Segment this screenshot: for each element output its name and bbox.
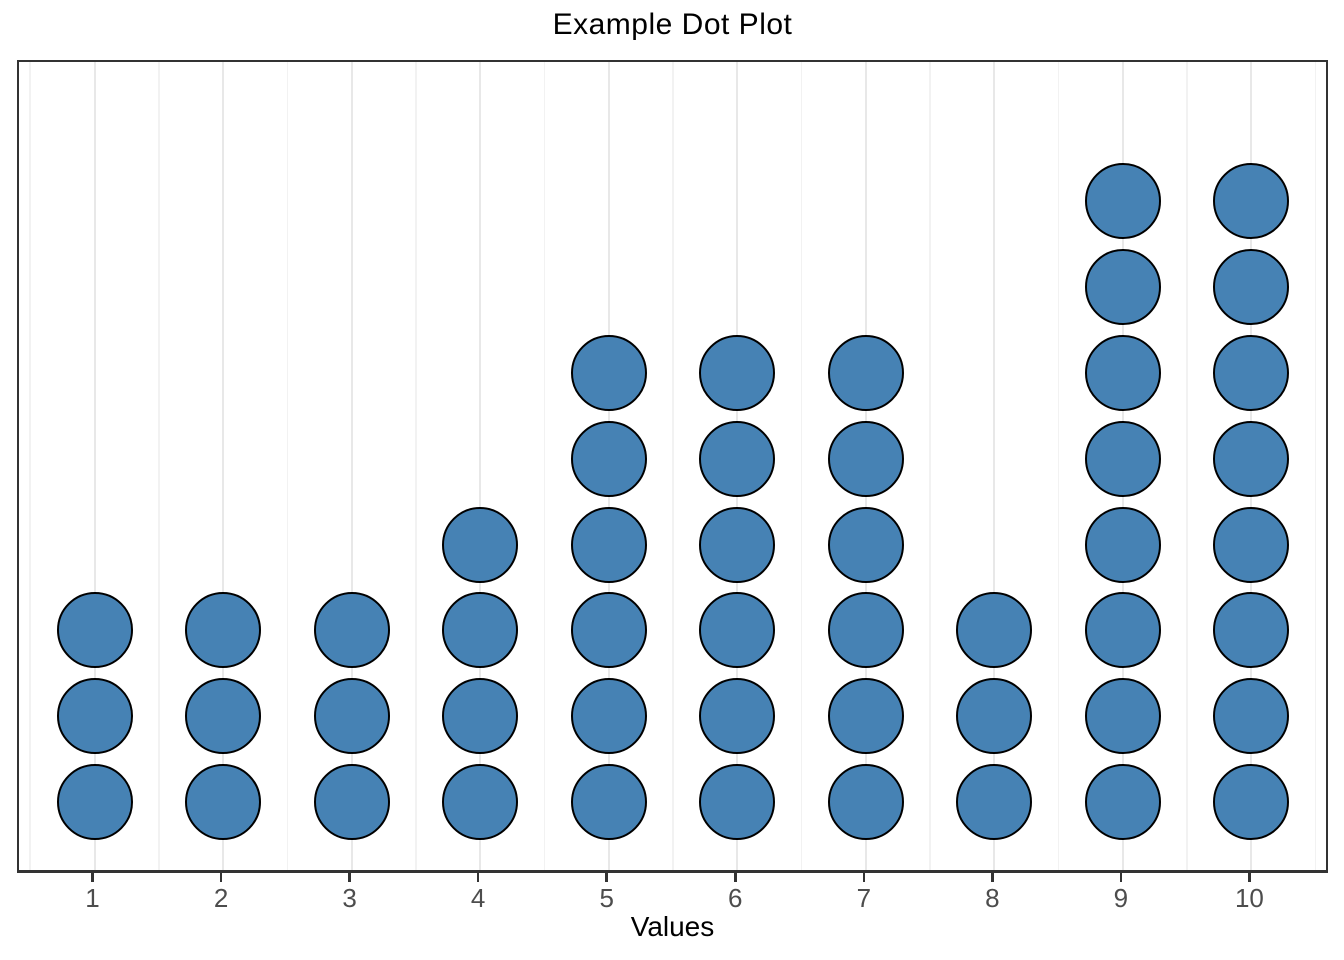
data-dot-x6-row2 bbox=[699, 678, 776, 755]
data-dot-x10-row6 bbox=[1213, 335, 1290, 411]
data-dot-x3-row2 bbox=[313, 678, 390, 755]
data-dot-x5-row4 bbox=[570, 506, 647, 583]
x-axis-tick-4 bbox=[476, 873, 480, 882]
data-dot-x8-row2 bbox=[956, 678, 1033, 755]
x-axis-tick-5 bbox=[605, 873, 608, 882]
gridline-minor bbox=[286, 62, 289, 870]
gridline-major bbox=[222, 62, 225, 870]
x-axis-tick-1 bbox=[91, 873, 94, 882]
data-dot-x7-row2 bbox=[827, 678, 904, 755]
gridline-minor bbox=[29, 62, 31, 870]
x-axis-tick-9 bbox=[1119, 873, 1123, 882]
gridline-minor bbox=[158, 62, 160, 870]
data-dot-x4-row1 bbox=[442, 764, 519, 840]
data-dot-x2-row1 bbox=[185, 764, 262, 840]
gridline-major bbox=[993, 62, 996, 870]
data-dot-x9-row6 bbox=[1084, 335, 1161, 411]
x-axis-tick-2 bbox=[219, 873, 223, 882]
gridline-minor bbox=[800, 62, 803, 870]
gridline-minor bbox=[415, 62, 417, 870]
data-dot-x7-row6 bbox=[827, 335, 904, 411]
data-dot-x9-row4 bbox=[1084, 506, 1161, 583]
x-axis-tick-7 bbox=[862, 873, 866, 882]
x-axis-tick-label-6: 6 bbox=[728, 883, 743, 913]
data-dot-x10-row7 bbox=[1213, 249, 1290, 326]
gridline-minor bbox=[1057, 62, 1060, 870]
data-dot-x5-row3 bbox=[570, 592, 647, 669]
plot-panel bbox=[17, 60, 1328, 873]
data-dot-x1-row3 bbox=[56, 592, 133, 669]
data-dot-x5-row6 bbox=[570, 335, 647, 411]
data-dot-x1-row1 bbox=[56, 764, 133, 840]
data-dot-x8-row3 bbox=[956, 592, 1033, 669]
x-axis-tick-label-8: 8 bbox=[985, 883, 1000, 913]
chart-title: Example Dot Plot bbox=[552, 8, 793, 41]
data-dot-x6-row1 bbox=[699, 764, 776, 840]
x-axis-tick-label-1: 1 bbox=[85, 883, 100, 913]
x-axis-tick-label-10: 10 bbox=[1234, 883, 1264, 913]
data-dot-x2-row2 bbox=[185, 678, 262, 755]
data-dot-x9-row1 bbox=[1084, 764, 1161, 840]
gridline-major bbox=[479, 62, 482, 870]
x-axis-tick-label-7: 7 bbox=[856, 883, 872, 913]
data-dot-x10-row1 bbox=[1213, 764, 1290, 840]
data-dot-x5-row5 bbox=[570, 420, 647, 497]
data-dot-x7-row3 bbox=[827, 592, 904, 669]
data-dot-x3-row1 bbox=[313, 764, 390, 840]
data-dot-x5-row1 bbox=[570, 764, 647, 840]
data-dot-x6-row3 bbox=[699, 592, 776, 669]
gridline-minor bbox=[1186, 62, 1188, 870]
x-axis-title: Values bbox=[630, 911, 715, 942]
x-axis-tick-label-4: 4 bbox=[470, 883, 486, 913]
data-dot-x6-row4 bbox=[699, 506, 776, 583]
data-dot-x4-row4 bbox=[442, 506, 519, 583]
x-axis-tick-6 bbox=[734, 873, 737, 882]
gridline-major bbox=[93, 62, 96, 870]
x-axis-tick-10 bbox=[1248, 873, 1251, 882]
x-axis-tick-label-9: 9 bbox=[1113, 883, 1129, 913]
data-dot-x7-row4 bbox=[827, 506, 904, 583]
data-dot-x1-row2 bbox=[56, 678, 133, 755]
data-dot-x9-row8 bbox=[1084, 163, 1161, 240]
data-dot-x2-row3 bbox=[185, 592, 262, 669]
data-dot-x5-row2 bbox=[570, 678, 647, 755]
data-dot-x10-row8 bbox=[1213, 163, 1290, 240]
x-axis-tick-label-5: 5 bbox=[599, 883, 614, 913]
x-axis-tick-label-2: 2 bbox=[213, 883, 229, 913]
data-dot-x10-row3 bbox=[1213, 592, 1290, 669]
gridline-minor bbox=[929, 62, 931, 870]
data-dot-x10-row5 bbox=[1213, 420, 1290, 497]
data-dot-x9-row2 bbox=[1084, 678, 1161, 755]
data-dot-x7-row5 bbox=[827, 420, 904, 497]
data-dot-x9-row5 bbox=[1084, 420, 1161, 497]
data-dot-x6-row5 bbox=[699, 420, 776, 497]
data-dot-x3-row3 bbox=[313, 592, 390, 669]
gridline-major bbox=[350, 62, 353, 870]
data-dot-x6-row6 bbox=[699, 335, 776, 411]
data-dot-x10-row2 bbox=[1213, 678, 1290, 755]
gridline-minor bbox=[1314, 62, 1317, 870]
gridline-minor bbox=[672, 62, 674, 870]
gridline-minor bbox=[543, 62, 546, 870]
data-dot-x4-row2 bbox=[442, 678, 519, 755]
x-axis-tick-label-3: 3 bbox=[342, 883, 357, 913]
data-dot-x10-row4 bbox=[1213, 506, 1290, 583]
data-dot-x9-row3 bbox=[1084, 592, 1161, 669]
data-dot-x7-row1 bbox=[827, 764, 904, 840]
x-axis-tick-8 bbox=[991, 873, 994, 882]
data-dot-x8-row1 bbox=[956, 764, 1033, 840]
data-dot-x4-row3 bbox=[442, 592, 519, 669]
x-axis-tick-3 bbox=[348, 873, 351, 882]
data-dot-x9-row7 bbox=[1084, 249, 1161, 326]
